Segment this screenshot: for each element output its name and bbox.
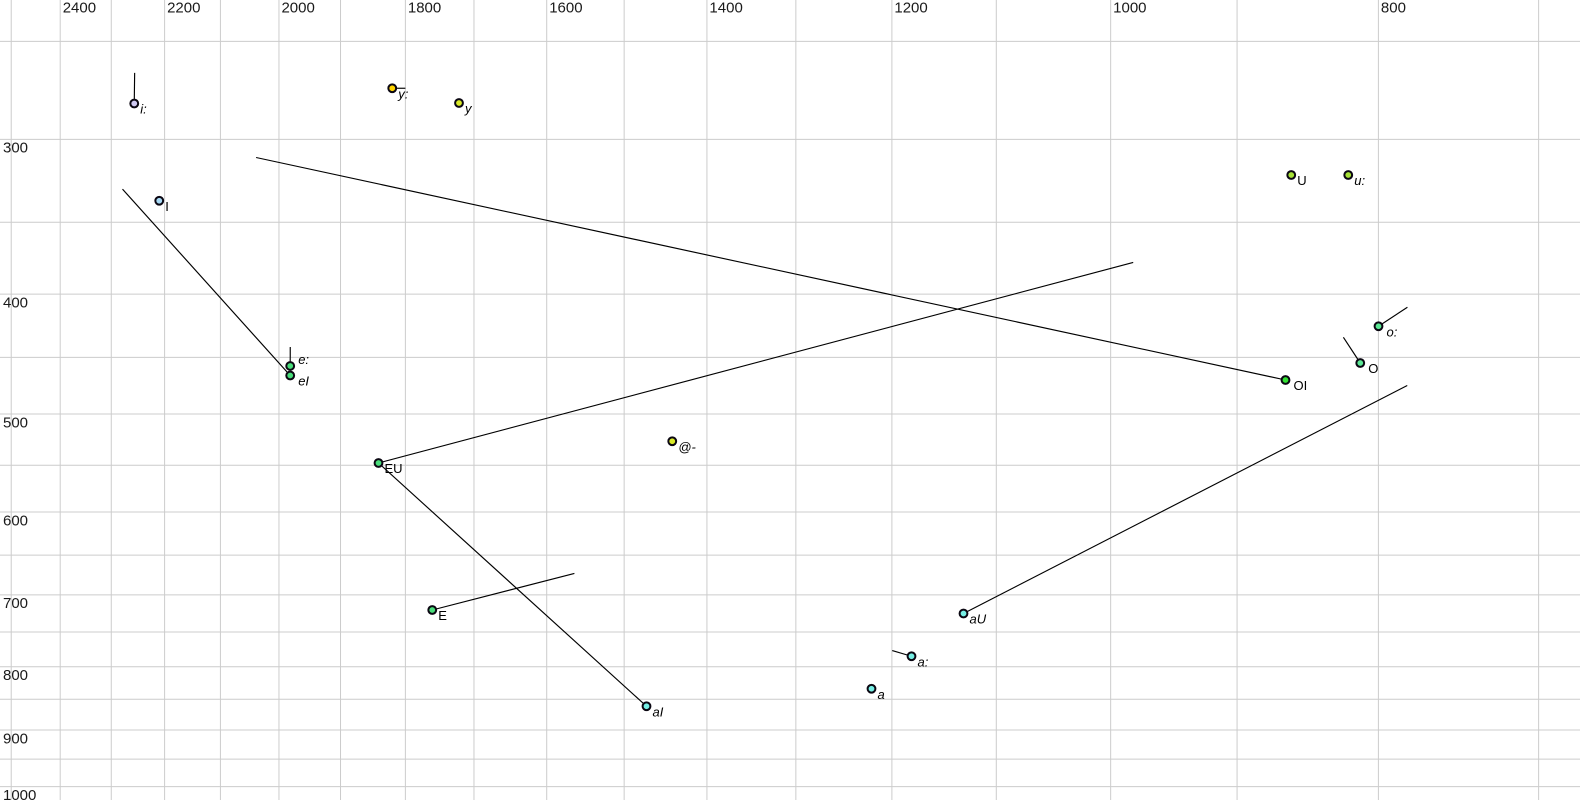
svg-text:@-: @- [678,439,696,454]
svg-text:900: 900 [3,730,28,747]
svg-text:2200: 2200 [167,0,200,17]
svg-text:a:: a: [918,654,929,669]
svg-text:1200: 1200 [894,0,927,17]
svg-text:U: U [1297,173,1306,188]
svg-text:EU: EU [385,461,403,476]
svg-text:2400: 2400 [63,0,96,17]
svg-text:o:: o: [1387,324,1398,339]
svg-text:1600: 1600 [549,0,582,17]
svg-text:O: O [1368,361,1378,376]
svg-text:i:: i: [140,102,147,117]
svg-text:600: 600 [3,512,28,529]
svg-text:800: 800 [3,667,28,684]
svg-text:y:: y: [397,86,409,101]
svg-text:a: a [878,687,885,702]
svg-text:1800: 1800 [408,0,441,17]
svg-text:y: y [464,101,473,116]
svg-text:I: I [165,199,169,214]
svg-text:OI: OI [1294,378,1308,393]
svg-text:1000: 1000 [3,787,36,800]
svg-text:aI: aI [653,704,664,719]
svg-text:1400: 1400 [709,0,742,17]
svg-text:aU: aU [970,612,987,627]
svg-text:300: 300 [3,140,28,157]
svg-text:eI: eI [298,374,309,389]
svg-text:800: 800 [1381,0,1406,17]
svg-text:1000: 1000 [1113,0,1146,17]
svg-text:700: 700 [3,595,28,612]
svg-text:E: E [438,608,447,623]
svg-text:u:: u: [1354,173,1365,188]
svg-text:2000: 2000 [281,0,314,17]
svg-text:e:: e: [298,352,309,367]
svg-text:400: 400 [3,294,28,311]
svg-text:500: 500 [3,414,28,431]
